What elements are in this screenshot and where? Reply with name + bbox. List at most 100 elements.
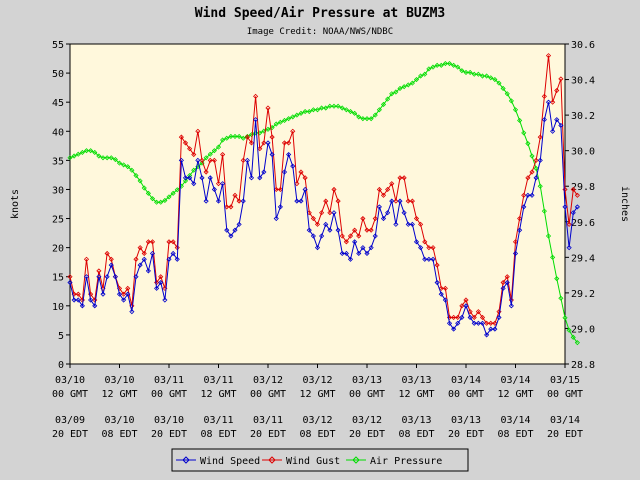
x-tick-gmt-time: 12 GMT (299, 389, 335, 400)
air-pressure-point (331, 103, 337, 109)
air-pressure-point (116, 160, 123, 166)
wind-gust-point (397, 175, 403, 181)
x-tick-local-date: 03/12 (302, 415, 332, 426)
x-tick-local-time: 08 EDT (497, 429, 533, 440)
wind-gust-point (104, 250, 110, 257)
left-tick-label: 10 (52, 302, 64, 313)
wind-speed-point (446, 320, 453, 326)
wind-speed-point (521, 204, 527, 210)
air-pressure-point (211, 148, 217, 154)
wind-speed-point (141, 256, 147, 262)
wind-speed-point (96, 274, 102, 280)
wind-gust-point (426, 245, 432, 251)
x-tick-gmt-date: 03/12 (302, 375, 332, 386)
air-pressure-point (352, 110, 358, 116)
wind-gust-point (158, 274, 164, 280)
wind-gust-point (525, 175, 531, 181)
wind-speed-point (248, 175, 255, 181)
air-pressure-point (430, 64, 436, 70)
wind-gust-point (121, 291, 127, 297)
wind-gust-point (273, 186, 279, 193)
wind-gust-point (108, 256, 114, 262)
air-pressure-point (215, 144, 222, 150)
right-tick-label: 29.0 (571, 324, 595, 335)
right-tick-label: 30.2 (571, 111, 595, 122)
air-pressure-point (574, 340, 580, 346)
wind-speed-point (347, 256, 354, 262)
wind-gust-point (133, 256, 139, 262)
air-pressure-point (422, 71, 428, 77)
wind-gust-point (430, 245, 436, 251)
air-pressure-point (92, 149, 98, 156)
legend: Wind Speed Wind Gust Air Pressure (171, 448, 469, 472)
wind-gust-point (327, 210, 333, 216)
air-pressure-point (83, 148, 90, 154)
wind-gust-point (488, 320, 494, 326)
wind-speed-point (166, 256, 172, 262)
x-tick-local-date: 03/10 (154, 415, 184, 426)
air-pressure-point (517, 117, 523, 124)
wind-speed-point (228, 233, 234, 239)
wind-speed-point (269, 151, 275, 158)
wind-speed-point (525, 192, 531, 198)
wind-speed-point (145, 268, 151, 274)
air-pressure-point (455, 64, 461, 70)
wind-gust-point (537, 134, 543, 140)
x-tick-gmt-date: 03/11 (154, 375, 184, 386)
wind-gust-point (286, 140, 292, 146)
air-pressure-point (265, 126, 271, 132)
wind-gust-point (554, 87, 560, 94)
wind-gust-point (467, 309, 473, 315)
wind-gust-point (368, 227, 374, 233)
x-tick-gmt-time: 00 GMT (547, 389, 583, 400)
air-pressure-point (426, 66, 432, 72)
right-tick-label: 28.8 (571, 360, 595, 371)
wind-gust-point (302, 175, 308, 181)
left-tick-label: 0 (58, 360, 64, 371)
wind-gust-point (232, 192, 238, 198)
wind-speed-point (409, 221, 415, 227)
air-pressure-point (162, 197, 168, 204)
air-pressure-point (166, 194, 172, 200)
wind-speed-point (372, 233, 378, 239)
air-pressure-point (79, 149, 85, 156)
wind-gust-point (533, 157, 539, 163)
air-pressure-point (310, 107, 316, 113)
wind-gust-point (149, 239, 156, 245)
wind-gust-point (335, 198, 341, 204)
x-tick-local-time: 08 EDT (200, 429, 236, 440)
wind-speed-point (244, 157, 250, 163)
wind-speed-point (207, 175, 213, 181)
air-pressure-point (558, 295, 564, 301)
wind-speed-point (215, 198, 222, 204)
wind-speed-point (129, 309, 135, 315)
air-pressure-point (281, 117, 288, 124)
air-pressure-point (570, 334, 576, 340)
air-pressure-point (347, 108, 354, 115)
x-tick-local-time: 08 EDT (299, 429, 335, 440)
legend-wind-gust-label: Wind Gust (286, 456, 340, 467)
wind-gust-point (191, 151, 197, 158)
wind-speed-point (368, 245, 374, 251)
air-pressure-point (459, 68, 465, 74)
left-tick-label: 15 (52, 273, 64, 284)
wind-gust-point (389, 181, 395, 187)
wind-gust-point (195, 128, 201, 134)
wind-speed-point (335, 227, 341, 233)
wind-speed-point (508, 303, 514, 309)
wind-gust-point (380, 192, 387, 198)
wind-gust-point (323, 198, 329, 204)
wind-gust-point (356, 233, 362, 239)
wind-speed-point (512, 250, 519, 257)
x-tick-gmt-date: 03/10 (104, 375, 134, 386)
air-pressure-point (327, 103, 333, 109)
wind-gust-point (566, 221, 572, 227)
x-tick-local-date: 03/11 (253, 415, 283, 426)
wind-speed-point (397, 198, 403, 204)
wind-speed-point (220, 181, 226, 187)
wind-gust-point (558, 76, 564, 82)
wind-speed-point (455, 320, 461, 326)
air-pressure-point (236, 133, 242, 140)
wind-speed-point (92, 303, 98, 309)
wind-speed-point (75, 297, 81, 303)
